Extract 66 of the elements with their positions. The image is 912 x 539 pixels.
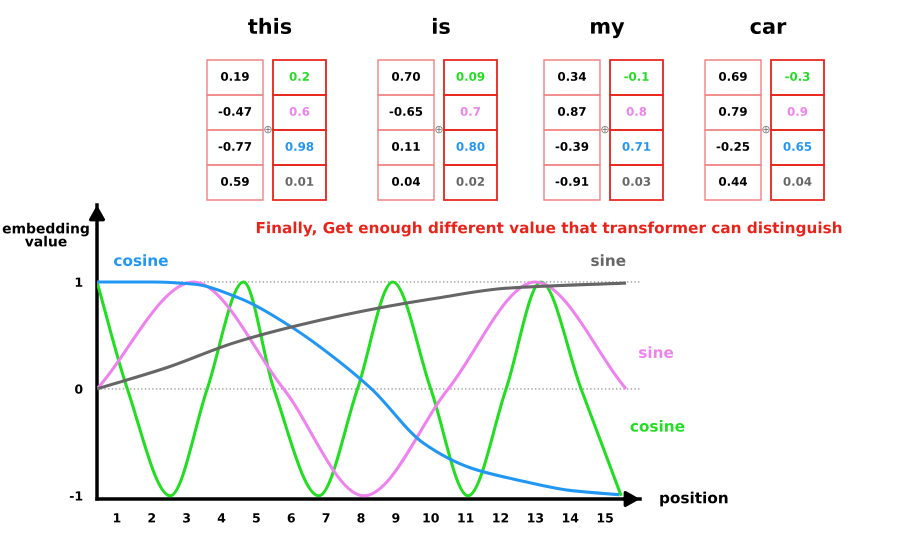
text: 0.71 xyxy=(622,142,650,151)
x-tick-label: 2 xyxy=(148,513,156,522)
x-tick-label: 6 xyxy=(288,513,295,523)
x-tick-label: 8 xyxy=(357,513,365,523)
x-tick-label: 10 xyxy=(423,513,439,523)
x-tick-label: 3 xyxy=(183,513,190,523)
text: 0.01 xyxy=(286,176,314,186)
text: this xyxy=(248,18,292,34)
x-tick-label: 9 xyxy=(392,513,400,523)
text: ⊕ xyxy=(435,126,443,134)
line-series xyxy=(97,282,628,390)
text: car xyxy=(750,22,786,34)
text: 0.11 xyxy=(392,142,420,151)
text: 0.34 xyxy=(558,72,586,81)
y-tick-label: 0 xyxy=(75,384,83,394)
text: ⊕ xyxy=(264,126,272,134)
y-tick-label: 1 xyxy=(76,278,82,287)
text: 0.04 xyxy=(392,176,420,186)
y-axis-title: embedding value xyxy=(2,222,89,247)
x-tick-label: 4 xyxy=(218,513,226,522)
text: 0.09 xyxy=(456,72,484,81)
x-axis-title: position xyxy=(660,492,728,506)
x-tick-label: 1 xyxy=(114,513,120,522)
text: ⊕ xyxy=(601,126,609,134)
text: 0.04 xyxy=(784,176,812,186)
text: -0.1 xyxy=(624,72,649,81)
text: cosine xyxy=(630,420,684,432)
x-tick-label: 15 xyxy=(598,513,613,523)
text: -0.47 xyxy=(218,106,252,116)
text: is xyxy=(432,18,450,34)
text: 0.02 xyxy=(456,176,484,186)
text: 0.19 xyxy=(221,72,249,81)
text: 0.80 xyxy=(456,142,484,151)
x-tick-label: 14 xyxy=(562,513,578,522)
x-tick-label: 5 xyxy=(252,513,260,523)
text: my xyxy=(591,22,624,38)
text: 0.03 xyxy=(622,176,650,186)
y-tick-label: -1 xyxy=(70,491,82,501)
x-tick-label: 12 xyxy=(493,513,508,522)
text: 0.59 xyxy=(221,176,249,186)
text: -0.65 xyxy=(390,106,422,116)
series-label: sine xyxy=(639,346,674,358)
x-tick-label: 11 xyxy=(458,513,474,522)
text: 0.69 xyxy=(719,72,747,81)
text: -0.39 xyxy=(556,142,588,151)
x-tick-label: 7 xyxy=(322,513,330,522)
text: -0.77 xyxy=(218,142,252,151)
text: 0.9 xyxy=(788,106,808,116)
text: 0.44 xyxy=(719,176,748,186)
text: 0.70 xyxy=(392,72,420,81)
text: 0.6 xyxy=(290,106,310,116)
text: 0.2 xyxy=(290,72,309,81)
text: ⊕ xyxy=(762,126,770,134)
text: 0.65 xyxy=(784,142,812,151)
series-label: cosine xyxy=(114,254,168,266)
text: 0.87 xyxy=(558,106,586,116)
text: 0.79 xyxy=(719,106,747,116)
text: 0.98 xyxy=(286,142,314,151)
text: Finally, Get enough different value that transformer can distinguish xyxy=(256,222,842,236)
text: 0.8 xyxy=(626,106,646,116)
text: -0.25 xyxy=(716,142,750,151)
text: -0.3 xyxy=(785,72,810,81)
text: -0.91 xyxy=(556,176,588,186)
text: 0.7 xyxy=(460,106,480,116)
series-label: sine xyxy=(591,254,626,266)
x-tick-label: 13 xyxy=(528,513,544,523)
